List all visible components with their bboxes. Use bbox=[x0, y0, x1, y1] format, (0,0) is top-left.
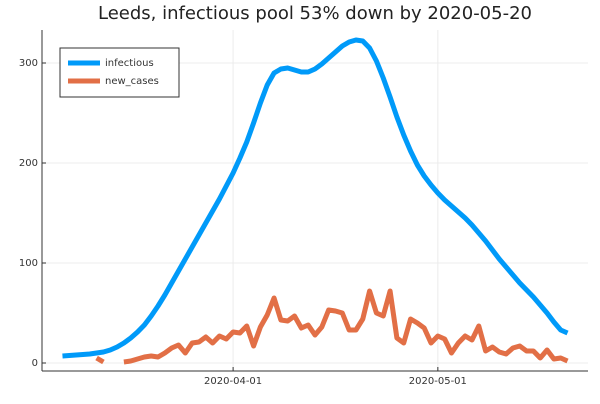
line-series bbox=[123, 288, 569, 365]
line-series bbox=[62, 37, 569, 359]
y-tick-label: 200 bbox=[19, 158, 38, 169]
legend-label: infectious bbox=[105, 58, 154, 69]
chart-title: Leeds, infectious pool 53% down by 2020-… bbox=[98, 3, 532, 24]
y-tick-label: 0 bbox=[32, 358, 38, 369]
y-tick-label: 100 bbox=[19, 258, 38, 269]
y-tick-label: 300 bbox=[19, 58, 38, 69]
line-series bbox=[95, 355, 105, 365]
legend-label: new_cases bbox=[105, 76, 159, 87]
legend-box bbox=[59, 47, 180, 98]
x-tick-label: 2020-04-01 bbox=[204, 376, 262, 387]
x-tick-label: 2020-05-01 bbox=[409, 376, 467, 387]
